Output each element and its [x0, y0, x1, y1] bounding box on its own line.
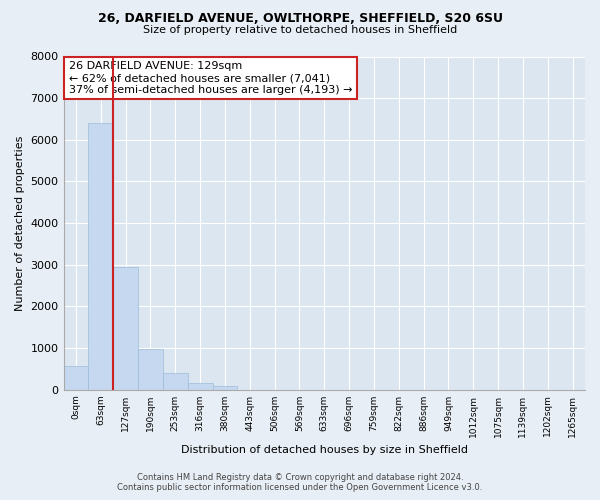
X-axis label: Distribution of detached houses by size in Sheffield: Distribution of detached houses by size … — [181, 445, 468, 455]
Text: 26, DARFIELD AVENUE, OWLTHORPE, SHEFFIELD, S20 6SU: 26, DARFIELD AVENUE, OWLTHORPE, SHEFFIEL… — [97, 12, 503, 26]
Bar — [138, 349, 163, 390]
Bar — [88, 123, 113, 390]
Bar — [188, 382, 212, 390]
Bar — [163, 374, 188, 390]
Text: Size of property relative to detached houses in Sheffield: Size of property relative to detached ho… — [143, 25, 457, 35]
Bar — [64, 366, 88, 390]
Bar — [113, 267, 138, 390]
Y-axis label: Number of detached properties: Number of detached properties — [15, 136, 25, 311]
Text: Contains HM Land Registry data © Crown copyright and database right 2024.
Contai: Contains HM Land Registry data © Crown c… — [118, 473, 482, 492]
Text: 26 DARFIELD AVENUE: 129sqm
← 62% of detached houses are smaller (7,041)
37% of s: 26 DARFIELD AVENUE: 129sqm ← 62% of deta… — [69, 62, 352, 94]
Bar — [212, 386, 238, 390]
